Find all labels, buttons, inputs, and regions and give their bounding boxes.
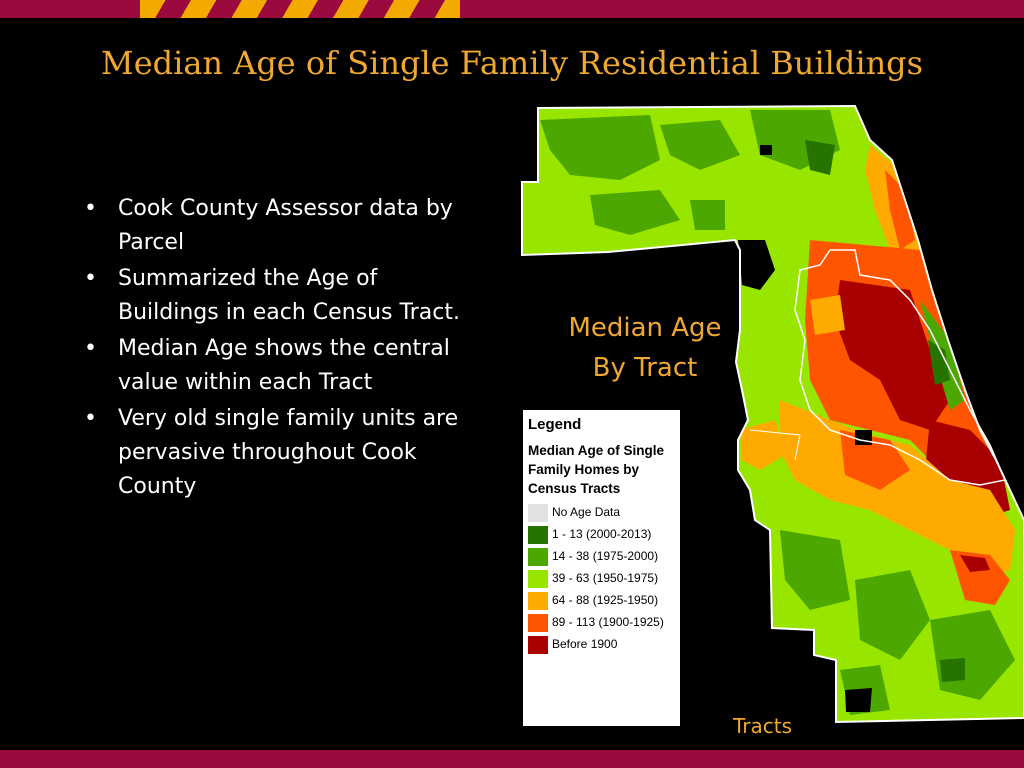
map-caption: Median Age By Tract [556, 308, 734, 388]
legend-swatch [528, 592, 548, 610]
legend-label: 39 - 63 (1950-1975) [552, 571, 659, 585]
legend-item: 14 - 38 (1975-2000) [528, 548, 675, 566]
bullet-item: Summarized the Age of Buildings in each … [84, 262, 484, 330]
legend-title: Legend [528, 416, 582, 433]
map-caption-line1: Median Age [568, 313, 722, 343]
legend-item: 64 - 88 (1925-1950) [528, 592, 675, 610]
map-caption-line2: By Tract [592, 353, 698, 383]
bullet-item: Very old single family units are pervasi… [84, 402, 484, 504]
tracts-label: Tracts [733, 714, 793, 738]
legend-item: 89 - 113 (1900-1925) [528, 614, 675, 632]
legend-subtitle: Median Age of Single Family Homes by Cen… [528, 443, 665, 496]
bullet-list: Cook County Assessor data by Parcel Summ… [84, 192, 484, 506]
legend-label: Before 1900 [552, 637, 618, 651]
top-stripe-pattern [140, 0, 460, 18]
bullet-item: Cook County Assessor data by Parcel [84, 192, 484, 260]
legend-swatch [528, 570, 548, 588]
legend-label: 89 - 113 (1900-1925) [552, 615, 664, 629]
legend-swatch [528, 548, 548, 566]
bullet-item: Median Age shows the central value withi… [84, 332, 484, 400]
legend-item: 39 - 63 (1950-1975) [528, 570, 675, 588]
slide-title: Median Age of Single Family Residential … [100, 44, 924, 82]
legend-item: No Age Data [528, 504, 675, 522]
legend-item: Before 1900 [528, 636, 675, 654]
bottom-decorative-band [0, 750, 1024, 768]
legend-swatch [528, 636, 548, 654]
legend-label: 64 - 88 (1925-1950) [552, 593, 659, 607]
legend-item: 1 - 13 (2000-2013) [528, 526, 675, 544]
legend-swatch [528, 526, 548, 544]
legend-swatch [528, 504, 548, 522]
top-decorative-band [0, 0, 1024, 18]
legend-swatch [528, 614, 548, 632]
map-legend: Legend Median Age of Single Family Homes… [523, 410, 680, 726]
legend-label: 14 - 38 (1975-2000) [552, 549, 659, 563]
legend-label: 1 - 13 (2000-2013) [552, 527, 652, 541]
legend-label: No Age Data [552, 505, 621, 519]
